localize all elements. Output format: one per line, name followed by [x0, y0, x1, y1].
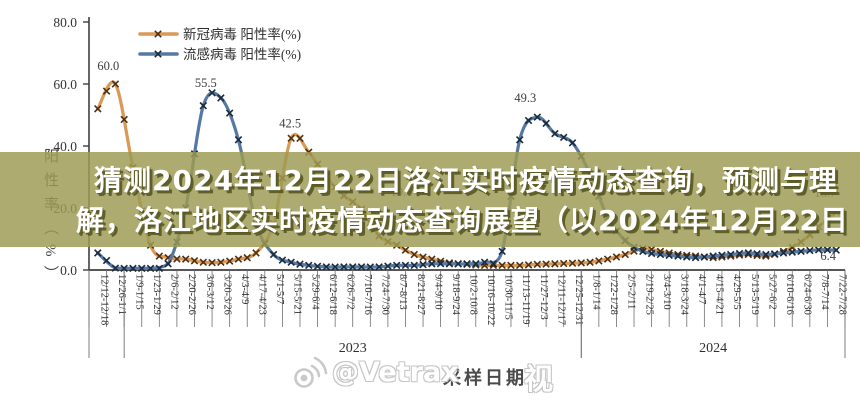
title-banner-overlay: 猜测2024年12月22日洛江实时疫情动态查询，预测与理 解，洛江地区实时疫情动… [0, 152, 860, 247]
svg-text:11/13-11/19: 11/13-11/19 [520, 274, 531, 325]
weibo-icon [294, 356, 328, 388]
svg-text:7/10-7/16: 7/10-7/16 [362, 274, 373, 315]
svg-text:6.4: 6.4 [820, 249, 836, 263]
svg-text:6/24-6/30: 6/24-6/30 [802, 274, 813, 315]
svg-text:12/12-12/18: 12/12-12/18 [98, 274, 109, 325]
svg-text:3/4-3/10: 3/4-3/10 [661, 274, 672, 310]
svg-text:2/19-2/25: 2/19-2/25 [643, 274, 654, 315]
svg-text:80.0: 80.0 [53, 15, 77, 30]
svg-text:12/26-1/1: 12/26-1/1 [116, 274, 127, 315]
svg-text:7/24-7/30: 7/24-7/30 [380, 274, 391, 315]
svg-text:40.0: 40.0 [53, 139, 77, 154]
svg-text:55.5: 55.5 [195, 76, 217, 90]
svg-text:2/5-2/11: 2/5-2/11 [626, 274, 637, 309]
svg-text:10/30-11/5: 10/30-11/5 [503, 274, 514, 320]
svg-text:60.0: 60.0 [53, 77, 77, 92]
svg-text:5/29-6/4: 5/29-6/4 [309, 274, 320, 310]
svg-text:6/10-6/16: 6/10-6/16 [784, 274, 795, 315]
svg-text:42.5: 42.5 [279, 116, 301, 130]
svg-text:4/1-4/7: 4/1-4/7 [696, 274, 707, 304]
svg-text:5/13-5/19: 5/13-5/19 [749, 274, 760, 315]
svg-text:6/26-7/2: 6/26-7/2 [344, 274, 355, 310]
svg-text:流感病毒 阳性率(%): 流感病毒 阳性率(%) [183, 46, 301, 62]
svg-text:9/4-9/10: 9/4-9/10 [432, 274, 443, 310]
svg-text:49.3: 49.3 [514, 91, 536, 105]
svg-text:10/16-10/22: 10/16-10/22 [485, 274, 496, 325]
svg-text:3/18-3/24: 3/18-3/24 [678, 274, 689, 316]
svg-text:新冠病毒 阳性率(%): 新冠病毒 阳性率(%) [183, 26, 301, 42]
svg-text:1/9-1/15: 1/9-1/15 [133, 274, 144, 310]
banner-line-1: 猜测2024年12月22日洛江实时疫情动态查询，预测与理 [94, 164, 838, 197]
svg-text:11/27-12/3: 11/27-12/3 [538, 274, 549, 320]
svg-text:2024: 2024 [699, 341, 727, 356]
svg-text:8/21-8/27: 8/21-8/27 [415, 274, 426, 315]
watermark-ghost-char: 视 [524, 362, 554, 396]
svg-text:2/6-2/12: 2/6-2/12 [169, 274, 180, 310]
svg-text:6/12-6/18: 6/12-6/18 [327, 274, 338, 315]
svg-text:2023: 2023 [339, 341, 367, 356]
svg-text:5/1-5/7: 5/1-5/7 [274, 274, 285, 304]
svg-text:0.0: 0.0 [60, 263, 77, 278]
svg-text:4/15-4/21: 4/15-4/21 [714, 274, 725, 315]
svg-text:1/22-1/28: 1/22-1/28 [608, 274, 619, 315]
watermark-handle: @Vetrax [332, 356, 459, 388]
svg-text:3/20-3/26: 3/20-3/26 [221, 274, 232, 315]
svg-text:1/8-1/14: 1/8-1/14 [591, 274, 602, 310]
svg-text:5/27-6/2: 5/27-6/2 [766, 274, 777, 310]
svg-text:1/23-1/29: 1/23-1/29 [151, 274, 162, 315]
svg-text:7/22-7/28: 7/22-7/28 [837, 274, 848, 315]
svg-text:4/17-4/23: 4/17-4/23 [257, 274, 268, 315]
svg-text:60.0: 60.0 [97, 59, 119, 73]
svg-text:4/29-5/5: 4/29-5/5 [731, 274, 742, 310]
svg-text:8/7-8/13: 8/7-8/13 [397, 274, 408, 310]
svg-text:9/18-9/24: 9/18-9/24 [450, 274, 461, 316]
banner-line-2: 解，洛江地区实时疫情动态查询展望（以2024年12月22日 [76, 204, 849, 237]
svg-text:5/15-5/21: 5/15-5/21 [292, 274, 303, 315]
svg-text:7/8-7/14: 7/8-7/14 [819, 274, 830, 310]
svg-text:10/2-10/8: 10/2-10/8 [468, 274, 479, 315]
svg-text:4/3-4/9: 4/3-4/9 [239, 274, 250, 304]
svg-text:2/20-2/26: 2/20-2/26 [186, 274, 197, 315]
watermark: @Vetrax [292, 353, 459, 391]
svg-text:3/6-3/12: 3/6-3/12 [204, 274, 215, 310]
svg-text:12/11-12/17: 12/11-12/17 [555, 274, 566, 325]
svg-text:采样日期: 采样日期 [442, 367, 527, 388]
svg-text:12/25-12/31: 12/25-12/31 [573, 274, 584, 325]
